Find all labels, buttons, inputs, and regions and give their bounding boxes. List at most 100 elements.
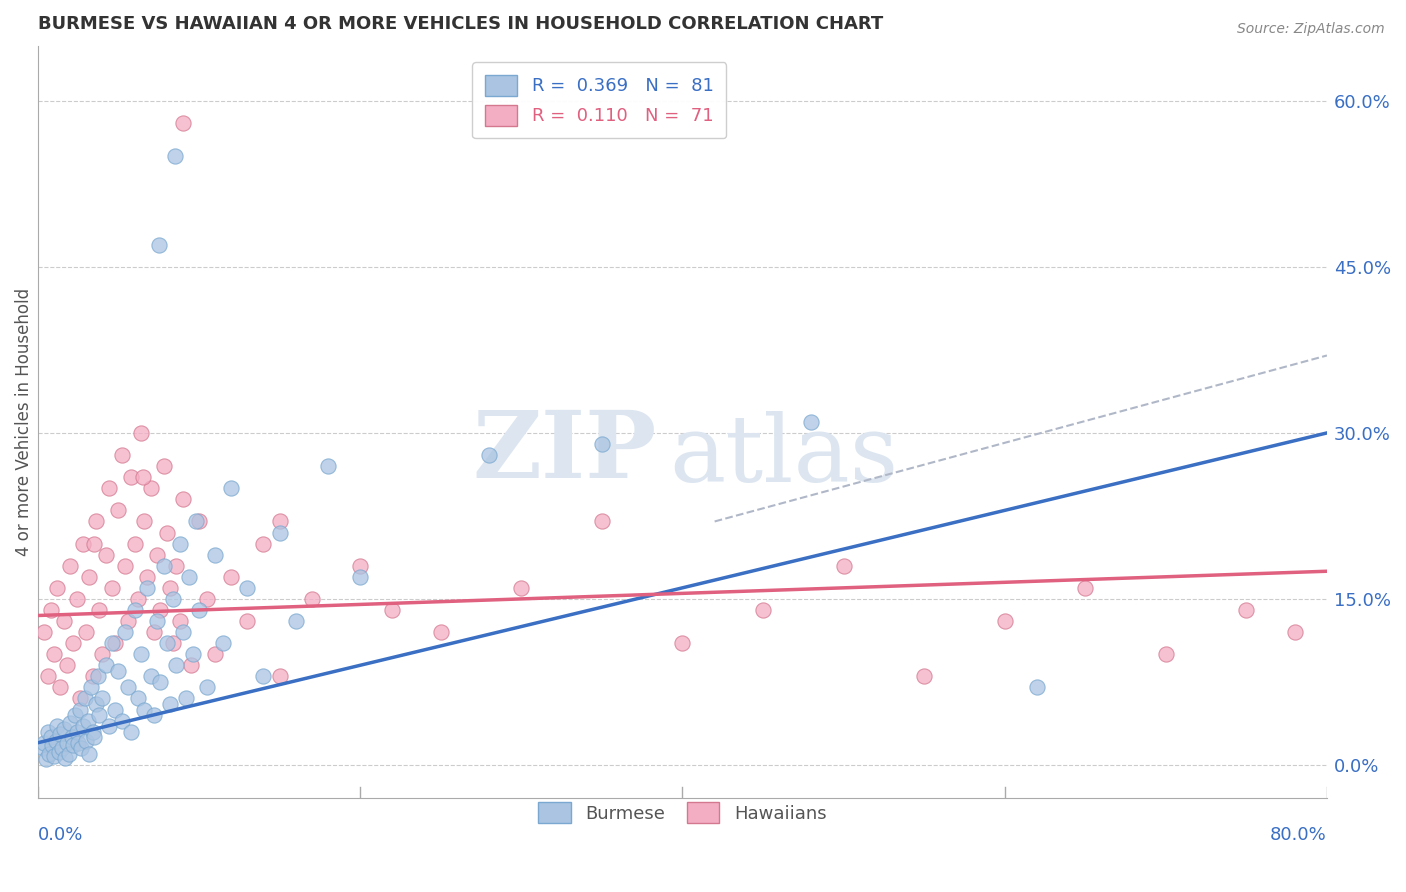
Text: 80.0%: 80.0%	[1270, 826, 1327, 844]
Point	[82, 669, 104, 683]
Point	[39, 603, 62, 617]
Point	[510, 581, 533, 595]
Point	[37, 669, 59, 683]
Point	[591, 515, 613, 529]
Point	[142, 625, 165, 640]
Point	[84, 515, 107, 529]
Point	[127, 691, 149, 706]
Point	[35, 752, 58, 766]
Point	[146, 548, 169, 562]
Point	[58, 747, 80, 761]
Point	[159, 581, 181, 595]
Point	[1284, 625, 1306, 640]
Point	[316, 459, 339, 474]
Point	[134, 515, 156, 529]
Point	[1025, 681, 1047, 695]
Point	[127, 591, 149, 606]
Point	[129, 647, 152, 661]
Point	[82, 724, 104, 739]
Point	[152, 459, 174, 474]
Point	[134, 702, 156, 716]
Point	[236, 581, 259, 595]
Point	[65, 724, 87, 739]
Point	[94, 658, 117, 673]
Point	[284, 614, 307, 628]
Point	[120, 724, 142, 739]
Point	[162, 636, 184, 650]
Point	[478, 448, 501, 462]
Point	[42, 749, 65, 764]
Point	[101, 636, 124, 650]
Point	[56, 736, 79, 750]
Point	[136, 570, 159, 584]
Point	[83, 536, 105, 550]
Point	[136, 581, 159, 595]
Point	[53, 751, 76, 765]
Point	[195, 681, 218, 695]
Point	[59, 558, 82, 573]
Point	[59, 715, 82, 730]
Point	[46, 581, 69, 595]
Point	[65, 591, 87, 606]
Point	[1154, 647, 1177, 661]
Point	[84, 697, 107, 711]
Point	[97, 719, 120, 733]
Text: atlas: atlas	[669, 410, 898, 500]
Point	[124, 603, 146, 617]
Point	[34, 625, 56, 640]
Legend: Burmese, Hawaiians: Burmese, Hawaiians	[531, 795, 834, 830]
Point	[180, 658, 202, 673]
Point	[79, 747, 101, 761]
Point	[591, 437, 613, 451]
Point	[69, 691, 91, 706]
Point	[73, 691, 96, 706]
Point	[31, 741, 53, 756]
Point	[349, 570, 371, 584]
Point	[162, 591, 184, 606]
Point	[49, 681, 72, 695]
Point	[252, 669, 274, 683]
Text: Source: ZipAtlas.com: Source: ZipAtlas.com	[1237, 22, 1385, 37]
Point	[42, 647, 65, 661]
Point	[39, 730, 62, 744]
Point	[172, 625, 194, 640]
Point	[219, 570, 242, 584]
Point	[56, 658, 79, 673]
Point	[752, 603, 775, 617]
Point	[63, 708, 86, 723]
Point	[124, 536, 146, 550]
Point	[34, 736, 56, 750]
Point	[301, 591, 323, 606]
Point	[169, 536, 191, 550]
Point	[52, 723, 75, 737]
Point	[45, 733, 67, 747]
Point	[146, 614, 169, 628]
Point	[381, 603, 404, 617]
Point	[38, 747, 60, 761]
Point	[51, 741, 73, 756]
Point	[94, 548, 117, 562]
Point	[86, 669, 108, 683]
Point	[204, 548, 226, 562]
Point	[101, 581, 124, 595]
Point	[72, 719, 94, 733]
Point	[117, 681, 139, 695]
Point	[79, 570, 101, 584]
Point	[69, 702, 91, 716]
Point	[87, 708, 110, 723]
Point	[179, 570, 201, 584]
Point	[120, 470, 142, 484]
Point	[188, 515, 211, 529]
Point	[671, 636, 693, 650]
Point	[429, 625, 451, 640]
Point	[139, 481, 162, 495]
Point	[142, 708, 165, 723]
Point	[269, 515, 291, 529]
Point	[269, 669, 291, 683]
Point	[994, 614, 1017, 628]
Point	[62, 738, 84, 752]
Point	[83, 730, 105, 744]
Point	[912, 669, 935, 683]
Point	[72, 536, 94, 550]
Point	[87, 603, 110, 617]
